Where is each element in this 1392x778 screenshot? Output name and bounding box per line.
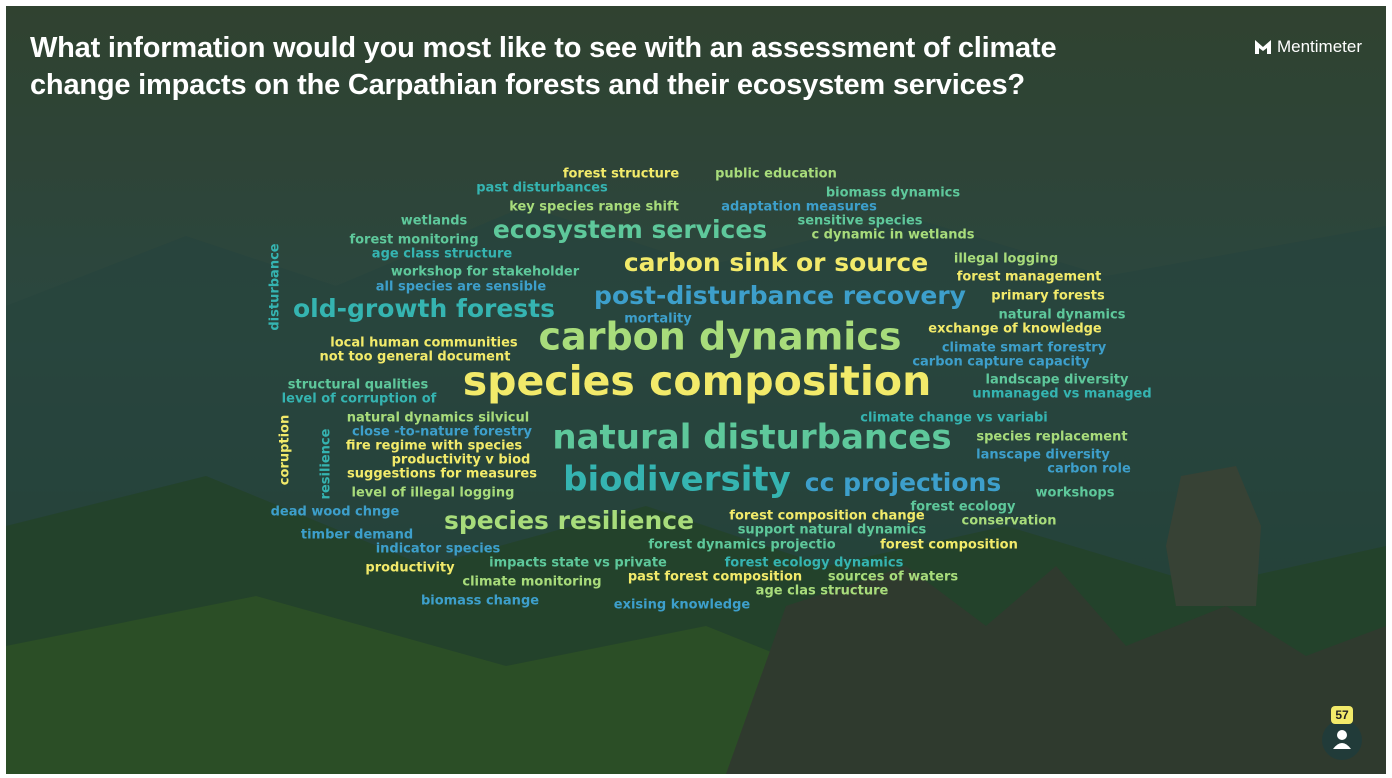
- cloud-word: dead wood chnge: [271, 505, 400, 520]
- cloud-word: illegal logging: [954, 252, 1058, 267]
- cloud-word: carbon role: [1047, 462, 1131, 477]
- cloud-word: suggestions for measures: [347, 467, 537, 482]
- cloud-word: adaptation measures: [721, 200, 877, 215]
- cloud-word: structural qualities: [288, 378, 429, 393]
- cloud-word: age class structure: [372, 247, 513, 262]
- cloud-word: all species are sensible: [376, 280, 547, 295]
- slide: What information would you most like to …: [6, 6, 1386, 774]
- cloud-word: lanscape diversity: [976, 448, 1110, 463]
- participant-badge[interactable]: 57: [1322, 706, 1362, 758]
- cloud-word: fire regime with species: [346, 439, 523, 454]
- participant-icon: [1322, 720, 1362, 760]
- cloud-word: support natural dynamics: [738, 523, 927, 538]
- cloud-word: forest composition change: [729, 509, 925, 524]
- cloud-word: level of corruption of: [282, 392, 437, 407]
- cloud-word: climate monitoring: [462, 575, 601, 590]
- cloud-word: exchange of knowledge: [928, 322, 1102, 337]
- cloud-word: public education: [715, 167, 837, 182]
- cloud-word: carbon dynamics: [539, 315, 902, 359]
- cloud-word: landscape diversity: [986, 373, 1130, 388]
- cloud-word: old-growth forests: [293, 294, 555, 323]
- cloud-word: past disturbances: [476, 181, 608, 196]
- cloud-word: forest structure: [563, 167, 679, 182]
- cloud-word: natural dynamics: [999, 308, 1126, 323]
- cloud-word: sensitive species: [797, 214, 922, 229]
- participant-count: 57: [1331, 706, 1353, 724]
- cloud-word: timber demand: [301, 528, 413, 543]
- cloud-word: climate smart forestry: [942, 341, 1107, 356]
- cloud-word: disturbance: [268, 243, 283, 330]
- cloud-word: carbon capture capacity: [912, 355, 1090, 370]
- cloud-word: close -to-nature forestry: [352, 425, 533, 440]
- page: What information would you most like to …: [0, 0, 1392, 778]
- cloud-word: forest ecology: [911, 500, 1016, 515]
- cloud-word: indicator species: [376, 542, 501, 557]
- cloud-word: level of illegal logging: [352, 486, 515, 501]
- cloud-word: local human communities: [330, 336, 518, 351]
- cloud-word: forest dynamics projectio: [648, 538, 835, 553]
- cloud-word: c dynamic in wetlands: [811, 228, 974, 243]
- cloud-word: workshops: [1036, 486, 1115, 501]
- cloud-word: forest monitoring: [349, 233, 478, 248]
- cloud-word: cc projections: [805, 468, 1001, 497]
- cloud-word: biomass change: [421, 594, 539, 609]
- cloud-word: conservation: [962, 514, 1057, 529]
- cloud-word: resilience: [319, 428, 334, 499]
- cloud-word: forest composition: [880, 538, 1018, 553]
- cloud-word: coruption: [278, 415, 293, 485]
- cloud-word: species resilience: [444, 506, 694, 535]
- cloud-word: exising knowledge: [614, 598, 751, 613]
- cloud-word: age clas structure: [756, 584, 889, 599]
- cloud-word: productivity v biod: [392, 453, 531, 468]
- cloud-word: species composition: [463, 357, 932, 405]
- cloud-word: carbon sink or source: [624, 248, 928, 277]
- cloud-word: impacts state vs private: [489, 556, 667, 571]
- cloud-word: biodiversity: [563, 460, 791, 500]
- cloud-word: primary forests: [991, 289, 1105, 304]
- cloud-word: post-disturbance recovery: [594, 281, 966, 310]
- cloud-word: wetlands: [401, 214, 468, 229]
- cloud-word: biomass dynamics: [826, 186, 961, 201]
- word-cloud: forest structure public education past dis…: [6, 6, 1386, 774]
- cloud-word: past forest composition: [628, 570, 802, 585]
- cloud-word: forest ecology dynamics: [725, 556, 904, 571]
- cloud-word: unmanaged vs managed: [972, 387, 1151, 402]
- cloud-word: natural dynamics silvicul: [347, 411, 529, 426]
- cloud-word: species replacement: [976, 430, 1127, 445]
- cloud-word: sources of waters: [828, 570, 958, 585]
- cloud-word: key species range shift: [509, 200, 679, 215]
- cloud-word: productivity: [365, 561, 455, 576]
- cloud-word: natural disturbances: [552, 418, 951, 458]
- cloud-word: forest management: [957, 270, 1102, 285]
- cloud-word: workshop for stakeholder: [391, 265, 580, 280]
- cloud-word: ecosystem services: [493, 215, 767, 244]
